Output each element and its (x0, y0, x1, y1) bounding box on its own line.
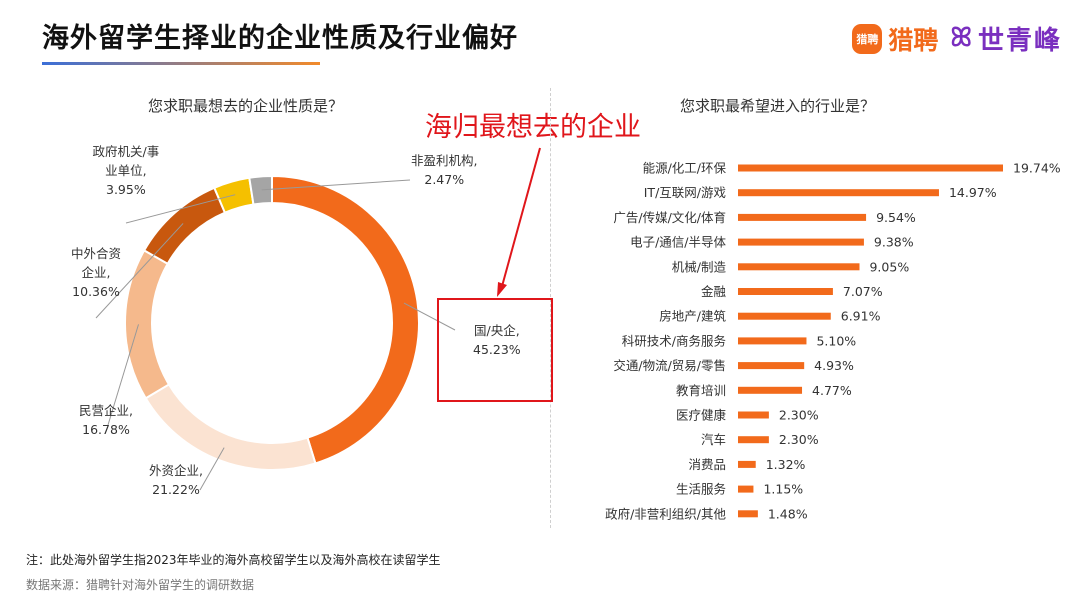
bar-category-label: 机械/制造 (672, 259, 727, 274)
title-underline (42, 62, 320, 65)
bar-category-label: 交通/物流/贸易/零售 (613, 358, 726, 373)
donut-slice-label: 政府机关/事 业单位, 3.95% (92, 143, 160, 197)
footnote: 注：此处海外留学生指2023年毕业的海外高校留学生以及海外高校在读留学生 (26, 553, 441, 567)
liepin-logo-text: 猎聘 (888, 25, 939, 55)
bar-value-label: 6.91% (841, 309, 881, 324)
bar-value-label: 9.54% (876, 210, 916, 225)
bar-category-label: IT/互联网/游戏 (644, 185, 726, 200)
bar-value-label: 2.30% (779, 432, 819, 447)
bar-category-label: 生活服务 (676, 482, 726, 497)
bar-value-label: 4.93% (814, 358, 854, 373)
bar (738, 485, 754, 493)
donut-slice-label: 民营企业, 16.78% (79, 403, 133, 437)
bar-value-label: 9.05% (869, 259, 909, 274)
bar (738, 164, 1003, 172)
data-source: 数据来源：猎聘针对海外留学生的调研数据 (26, 578, 255, 592)
bar-value-label: 1.48% (768, 506, 808, 521)
bar-value-label: 1.32% (766, 457, 806, 472)
bar (738, 213, 867, 221)
partner-logo-icon: ꕤ (950, 23, 972, 53)
highlight-box (437, 298, 553, 402)
bar (738, 460, 756, 468)
bar-value-label: 19.74% (1013, 161, 1061, 176)
liepin-logo-icon: 猎聘 (852, 23, 883, 54)
bar (738, 312, 831, 320)
bar-value-label: 1.15% (763, 482, 803, 497)
donut-slice (248, 174, 273, 206)
donut-chart-title: 您求职最想去的企业性质是？ (148, 97, 344, 115)
bar-category-label: 金融 (701, 284, 727, 299)
annotation-arrow-head (497, 282, 507, 297)
bar-value-label: 9.38% (874, 235, 914, 250)
leader-line (403, 302, 456, 331)
annotation-arrow (500, 147, 541, 291)
bar (738, 386, 803, 394)
bar-value-label: 5.10% (816, 333, 856, 348)
leader-line (107, 324, 139, 426)
bar-category-label: 电子/通信/半导体 (630, 235, 726, 250)
bar-category-label: 消费品 (688, 457, 726, 472)
bar-chart-title: 您求职最希望进入的行业是？ (680, 97, 876, 115)
bar-category-label: 教育培训 (676, 383, 726, 398)
bar (738, 510, 758, 518)
partner-logo-text: 世青峰 (977, 26, 1062, 56)
bar-value-label: 14.97% (949, 185, 997, 200)
bar (738, 362, 805, 370)
donut-slice-label: 中外合资 企业, 10.36% (71, 245, 122, 299)
highlight-annotation: 海归最想去的企业 (425, 112, 641, 143)
bar-category-label: 科研技术/商务服务 (622, 333, 726, 348)
donut-slice-label: 国/央企, 45.23% (473, 323, 521, 357)
bar (738, 436, 769, 444)
bar-category-label: 医疗健康 (676, 408, 727, 423)
bar (738, 411, 769, 419)
bar-value-label: 2.30% (779, 408, 819, 423)
bar (738, 263, 860, 271)
bar-category-label: 能源/化工/环保 (643, 161, 727, 176)
page-title: 海外留学生择业的企业性质及行业偏好 (42, 23, 518, 54)
bar (738, 189, 939, 197)
bar-value-label: 4.77% (812, 383, 852, 398)
brand-logo: 猎聘 猎聘 ꕤ 世青峰 (852, 20, 1062, 57)
bar-value-label: 7.07% (843, 284, 883, 299)
bar-category-label: 广告/传媒/文化/体育 (613, 210, 726, 225)
section-divider (550, 88, 551, 528)
leader-line (125, 194, 236, 224)
bar (738, 288, 833, 295)
donut-slice-label: 外资企业, 21.22% (149, 463, 203, 497)
leader-line (199, 447, 225, 491)
donut-slice-label: 非盈利机构, 2.47% (411, 153, 478, 187)
bar (738, 337, 807, 345)
bar-category-label: 房地产/建筑 (659, 309, 726, 324)
bar (738, 238, 864, 246)
leader-line (261, 179, 411, 191)
leader-line (95, 223, 184, 319)
bar-category-label: 政府/非营利组织/其他 (605, 506, 726, 521)
bar-category-label: 汽车 (701, 432, 726, 447)
